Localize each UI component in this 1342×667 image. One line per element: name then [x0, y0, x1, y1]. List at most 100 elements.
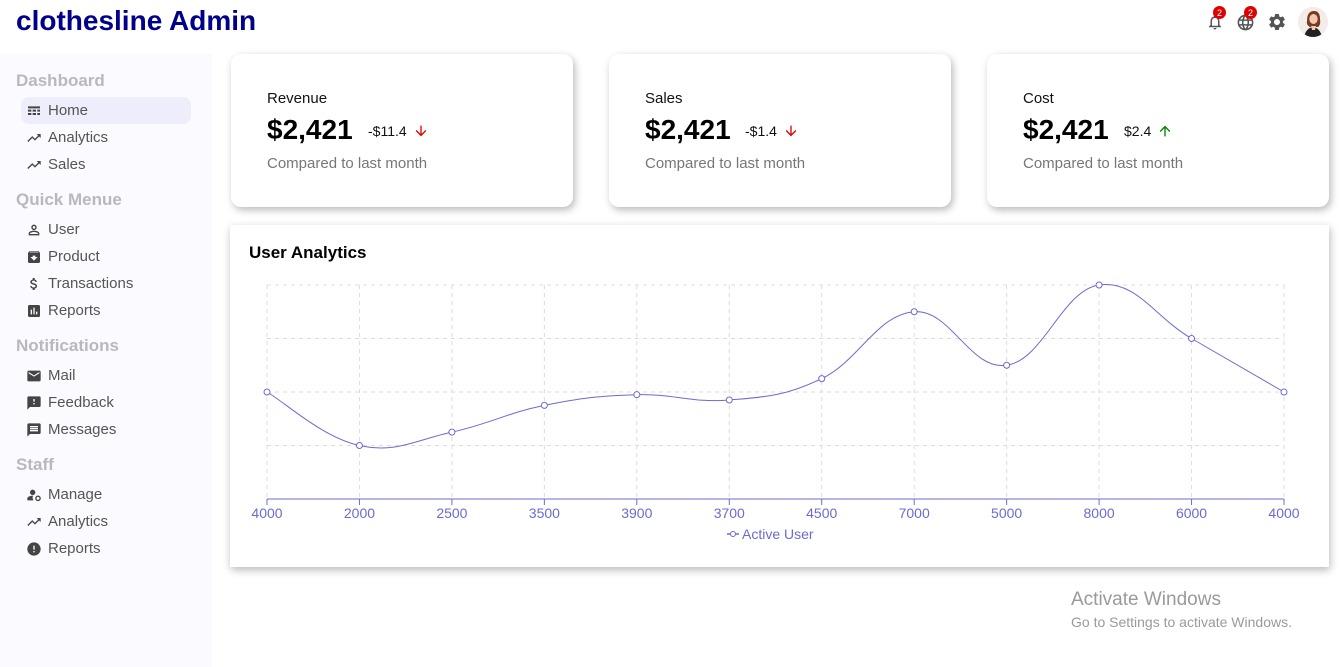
card-title: Cost [1023, 90, 1054, 107]
dollar-icon [30, 277, 37, 290]
sidebar-item-feedback[interactable]: Feedback [21, 389, 191, 416]
x-axis-tick-label: 4000 [1268, 505, 1299, 521]
card-rate-value: $2.4 [1124, 123, 1152, 139]
sidebar-item-transactions[interactable]: Transactions [21, 270, 191, 297]
card-title: Sales [645, 90, 683, 107]
legend-point-marker [730, 531, 736, 537]
sidebar-item-label: Manage [48, 486, 103, 503]
x-axis-tick-label: 4000 [251, 505, 282, 521]
sidebar-item-reports[interactable]: Reports [21, 297, 191, 324]
card-title: Revenue [267, 90, 328, 107]
app-logo[interactable]: clothesline Admin [16, 5, 257, 36]
sidebar-item-product[interactable]: Product [21, 243, 191, 270]
sidebar-section-notifications: Notifications [16, 336, 119, 355]
message-icon [27, 422, 41, 437]
data-point [263, 388, 271, 396]
sidebar-section-quick-menu: Quick Menue [16, 190, 122, 209]
sidebar-item-label: Analytics [48, 513, 109, 530]
x-axis-tick-label: 5000 [991, 505, 1022, 521]
data-point [633, 391, 641, 399]
sidebar-item-home[interactable]: Home [21, 97, 191, 124]
sidebar: Dashboard Home Analytics Sales Quick Men… [0, 54, 212, 667]
sidebar-item-label: Reports [48, 302, 101, 319]
data-point [1280, 388, 1288, 396]
sidebar-item-analytics[interactable]: Analytics [21, 124, 191, 151]
x-axis-tick-label: 2500 [436, 505, 467, 521]
x-axis-tick-label: 4500 [806, 505, 837, 521]
card-rate: $2.4 [1124, 123, 1173, 139]
settings-button[interactable] [1261, 6, 1292, 38]
trending-icon [27, 160, 41, 169]
series-line-active-user [266, 284, 1285, 449]
activate-windows-subtitle: Go to Settings to activate Windows. [1071, 614, 1292, 630]
sidebar-section-staff: Staff [16, 455, 54, 474]
data-point [818, 375, 826, 383]
sidebar-item-label: Sales [48, 156, 86, 173]
x-axis-tick-label: 3700 [714, 505, 745, 521]
mail-icon [27, 370, 41, 381]
featured-card-sales: Sales $2,421 -$1.4 Compared to last mont… [609, 54, 951, 207]
card-money: $2,421 [645, 114, 731, 145]
card-subtitle: Compared to last month [1023, 155, 1184, 172]
trending-icon [27, 517, 41, 526]
card-money: $2,421 [1023, 114, 1109, 145]
x-axis-tick-label: 2000 [344, 505, 375, 521]
chart-title: User Analytics [249, 243, 367, 262]
card-rate: -$1.4 [745, 123, 799, 139]
manage-accounts-icon [27, 489, 41, 501]
sidebar-item-label: User [48, 221, 80, 238]
sidebar-item-sales[interactable]: Sales [21, 151, 191, 178]
data-point [1188, 335, 1196, 342]
sidebar-item-staff-analytics[interactable]: Analytics [21, 508, 191, 535]
sidebar-item-label: Mail [48, 367, 76, 384]
line-chart: 4000 2000 2500 3500 3900 3700 4500 7000 5000 8000… [251, 281, 1300, 542]
user-analytics-chart: User Analytics 4000 2000 2500 3500 3900 3700 4… [230, 225, 1329, 567]
arrow-down-icon [785, 125, 797, 137]
arrow-down-icon [415, 125, 427, 137]
arrow-up-icon [1159, 125, 1171, 137]
featured-card-revenue: Revenue $2,421 -$11.4 Compared to last m… [231, 54, 573, 207]
x-axis-tick-label: 8000 [1084, 505, 1115, 521]
sidebar-item-label: Reports [48, 540, 101, 557]
activate-windows-title: Activate Windows [1071, 589, 1221, 610]
x-axis-tick-label: 3500 [529, 505, 560, 521]
sidebar-item-messages[interactable]: Messages [21, 416, 191, 443]
notifications-button[interactable]: 2 [1199, 6, 1230, 38]
data-point [448, 428, 456, 436]
sidebar-item-manage[interactable]: Manage [21, 481, 191, 508]
avatar[interactable] [1298, 7, 1328, 37]
card-money: $2,421 [267, 114, 353, 145]
sidebar-section-dashboard: Dashboard [16, 71, 105, 90]
sidebar-item-label: Home [48, 102, 89, 119]
home-icon [28, 105, 40, 115]
card-subtitle: Compared to last month [645, 155, 806, 172]
data-point [1003, 361, 1011, 369]
language-button[interactable]: 2 [1230, 6, 1261, 38]
sidebar-item-staff-reports[interactable]: Reports [21, 535, 191, 562]
sidebar-item-label: Product [48, 248, 100, 265]
legend-label: Active User [742, 526, 814, 542]
card-rate-value: -$11.4 [368, 123, 407, 139]
sidebar-item-label: Messages [48, 421, 117, 438]
sidebar-item-label: Transactions [48, 275, 134, 292]
x-axis-tick-label: 7000 [899, 505, 930, 521]
archive-icon [28, 250, 40, 263]
data-point [910, 308, 918, 316]
card-rate-value: -$1.4 [745, 123, 777, 139]
card-rate: -$11.4 [368, 123, 429, 139]
data-point [355, 442, 363, 449]
sidebar-item-mail[interactable]: Mail [21, 362, 191, 389]
data-point [540, 401, 548, 409]
notification-badge: 2 [1213, 6, 1226, 19]
sidebar-item-user[interactable]: User [21, 216, 191, 243]
user-icon [28, 224, 40, 235]
language-badge: 2 [1244, 6, 1257, 19]
topbar-icons: 2 2 [1199, 6, 1328, 38]
featured-card-cost: Cost $2,421 $2.4 Compared to last month [987, 54, 1329, 207]
sidebar-item-label: Feedback [48, 394, 114, 411]
avatar-image [1298, 7, 1328, 37]
card-subtitle: Compared to last month [267, 155, 428, 172]
error-icon [27, 541, 41, 556]
x-axis-tick-label: 3900 [621, 505, 652, 521]
trending-icon [27, 133, 41, 142]
